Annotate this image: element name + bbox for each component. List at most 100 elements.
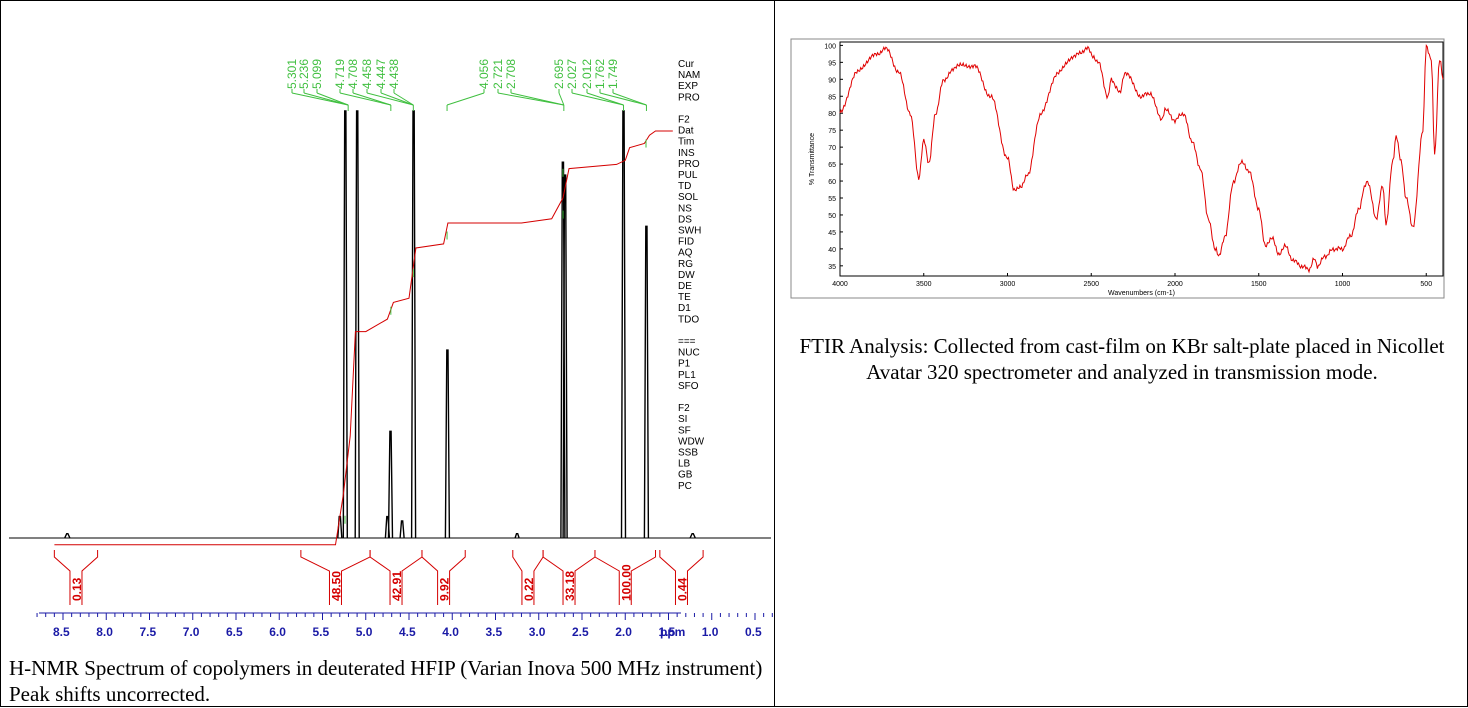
nmr-x-tick-label: 4.5	[399, 625, 416, 639]
nmr-peak-label: 1.749	[606, 59, 620, 89]
nmr-peak-label: 4.458	[360, 59, 374, 89]
nmr-peak	[620, 110, 627, 539]
nmr-peak-label-connector	[366, 92, 414, 106]
ftir-y-tick-label: 35	[828, 264, 836, 271]
ftir-caption: FTIR Analysis: Collected from cast-film …	[799, 334, 1445, 384]
ftir-y-tick-label: 95	[828, 60, 836, 67]
nmr-integral-bracket	[421, 550, 466, 605]
nmr-param-line: SFO	[678, 381, 699, 392]
nmr-peak-label: 4.056	[477, 59, 491, 89]
nmr-peak-label: 4.447	[374, 59, 388, 89]
nmr-x-tick-label: 2.5	[572, 625, 589, 639]
nmr-x-tick-label: 1.0	[702, 625, 719, 639]
nmr-peak-label: 1.762	[593, 59, 607, 89]
ftir-y-tick-label: 100	[824, 43, 836, 50]
nmr-peak	[689, 533, 696, 539]
nmr-peak	[387, 430, 394, 539]
ftir-y-tick-label: 65	[828, 162, 836, 169]
nmr-peak-label: 4.708	[346, 59, 360, 89]
ftir-y-tick-label: 45	[828, 230, 836, 237]
nmr-peak-label-connector	[303, 92, 349, 106]
ftir-plot-area	[839, 41, 1444, 277]
ftir-x-tick-label: 3500	[916, 281, 932, 288]
nmr-peak	[410, 110, 417, 539]
nmr-param-line: DW	[678, 270, 695, 281]
ftir-x-tick-label: 4000	[832, 281, 848, 288]
nmr-param-line: SI	[678, 414, 687, 425]
ftir-y-tick-label: 75	[828, 128, 836, 135]
nmr-param-line: WDW	[678, 436, 705, 447]
nmr-peak-label: 2.027	[565, 59, 579, 89]
nmr-param-line: P1	[678, 359, 691, 370]
nmr-peak-label-connector	[316, 92, 349, 106]
nmr-panel: 5.301 5.236 5.099 4.719 4.708 4.458 4.447 4.438…	[0, 0, 775, 707]
nmr-peak-label: 4.719	[333, 59, 347, 89]
ftir-y-axis-label: % Transmittance	[809, 133, 816, 185]
ftir-series-line	[839, 43, 1444, 274]
nmr-integral-value: 0.13	[70, 577, 84, 601]
ftir-x-tick-label: 1500	[1251, 281, 1267, 288]
nmr-peak-label-connector	[510, 92, 564, 106]
nmr-param-line: Tim	[678, 137, 694, 148]
nmr-integral-value: 48.50	[329, 571, 343, 601]
nmr-integral-value: 9.92	[438, 577, 452, 601]
nmr-param-line: ===	[678, 337, 696, 348]
nmr-x-tick-label: 5.5	[313, 625, 330, 639]
nmr-param-line: TD	[678, 181, 691, 192]
nmr-x-tick-label: ppm	[660, 625, 685, 639]
nmr-param-line: Dat	[678, 126, 694, 137]
ftir-panel: 100 95 90 85 80 75 70 65 60 55 50 45 40 35 4000 3500 300…	[774, 0, 1468, 707]
nmr-peak	[354, 110, 360, 539]
nmr-param-line: PL1	[678, 370, 696, 381]
nmr-param-line: SOL	[678, 192, 698, 203]
nmr-x-tick-label: 4.0	[442, 625, 459, 639]
ftir-x-tick-label: 3000	[1000, 281, 1016, 288]
nmr-peak-label-connector	[586, 92, 624, 106]
nmr-integral-bracket	[53, 550, 99, 605]
nmr-peak	[399, 520, 405, 539]
nmr-x-tick-label: 2.0	[615, 625, 632, 639]
nmr-integral-value: 0.22	[522, 577, 536, 601]
nmr-param-line: PC	[678, 481, 692, 492]
nmr-x-tick-label: 6.0	[269, 625, 286, 639]
nmr-peak-label: 2.721	[491, 59, 505, 89]
nmr-param-line: PUL	[678, 170, 698, 181]
ftir-y-tick-label: 40	[828, 247, 836, 254]
nmr-param-line: NS	[678, 203, 692, 214]
ftir-x-tick-label: 2000	[1167, 281, 1183, 288]
nmr-peak	[444, 349, 451, 539]
nmr-peak	[643, 225, 650, 539]
nmr-param-line: SSB	[678, 448, 698, 459]
nmr-peak	[514, 533, 520, 539]
nmr-peak-label-connector	[571, 92, 624, 106]
ftir-x-tick-label: 500	[1420, 281, 1432, 288]
nmr-peak-label: 5.236	[297, 59, 311, 89]
ftir-y-tick-label: 60	[828, 179, 836, 186]
nmr-integral-value: 100.00	[619, 564, 633, 601]
nmr-param-line: DE	[678, 281, 692, 292]
nmr-param-line: GB	[678, 470, 693, 481]
nmr-peak-label-connector	[393, 92, 414, 106]
nmr-x-tick-label: 5.0	[356, 625, 373, 639]
nmr-peak	[64, 533, 71, 539]
nmr-param-line: NUC	[678, 348, 700, 359]
ftir-x-tick-label: 1000	[1335, 281, 1351, 288]
nmr-param-line: F2	[678, 115, 690, 126]
nmr-x-tick-label: 0.5	[745, 625, 762, 639]
nmr-integral-bracket	[594, 550, 657, 605]
nmr-param-line: RG	[678, 259, 693, 270]
nmr-param-line: TE	[678, 292, 691, 303]
nmr-peak-label-connector	[380, 92, 414, 106]
nmr-peak-label-connector	[599, 92, 647, 106]
nmr-x-tick-label: 6.5	[226, 625, 243, 639]
nmr-param-line: NAM	[678, 70, 700, 81]
nmr-x-tick-label: 3.5	[486, 625, 503, 639]
nmr-param-line: TDO	[678, 314, 699, 325]
ftir-y-tick-label: 85	[828, 94, 836, 101]
nmr-param-line: PRO	[678, 92, 700, 103]
nmr-peak-label: 5.099	[310, 59, 324, 89]
nmr-peak-label-connector	[339, 92, 391, 106]
nmr-peak-label-connector	[612, 92, 647, 106]
nmr-integral-value: 33.18	[563, 571, 577, 601]
